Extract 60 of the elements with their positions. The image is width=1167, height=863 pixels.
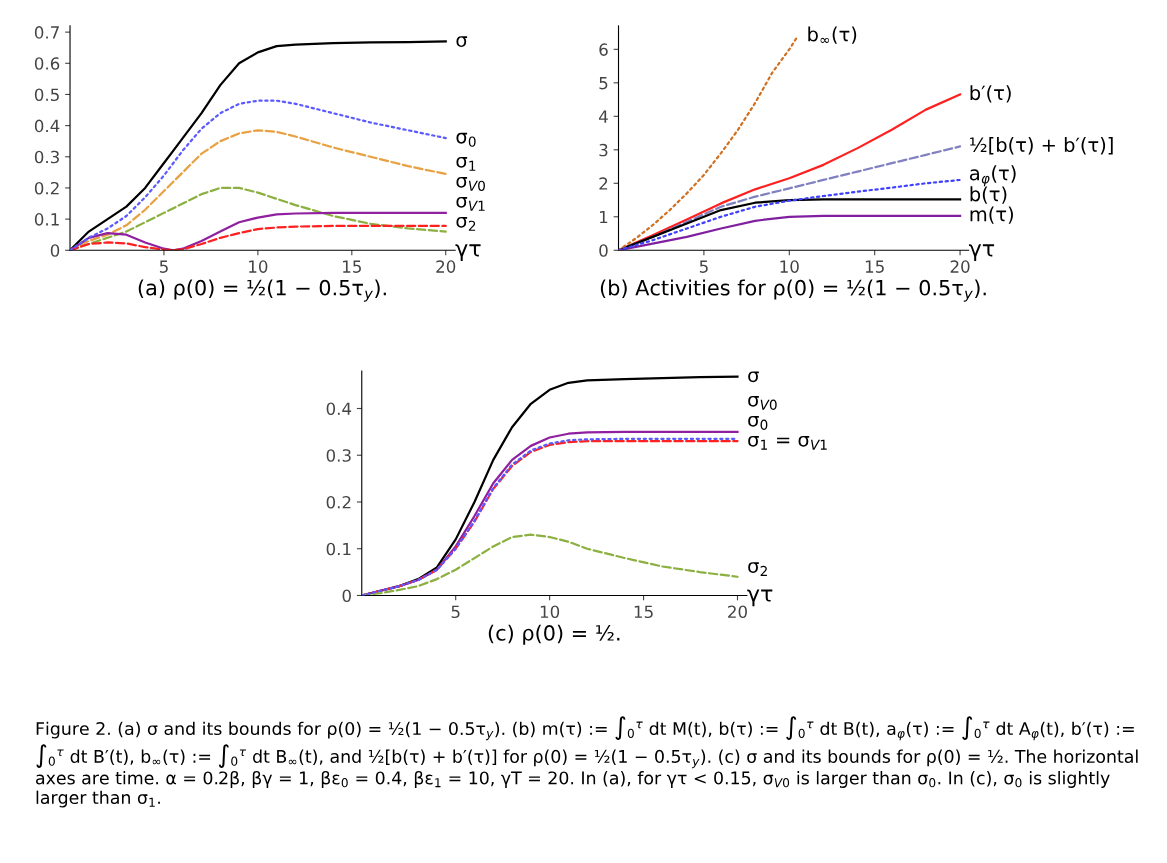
x-tick-label: 5 (159, 260, 168, 273)
y-tick-label: 2 (599, 177, 608, 190)
x-tick-label: 15 (343, 260, 361, 273)
series-label: σ$_{0}$ (456, 132, 476, 147)
series-label: σ$_{V0}$ (748, 395, 777, 410)
y-tick-label: 0 (599, 244, 608, 257)
x-axis-title: γτ (455, 244, 481, 262)
series-label: σ$_{2}$ (456, 216, 476, 231)
y-tick-label: 0.1 (326, 542, 351, 556)
y-tick-label: 0.1 (34, 213, 59, 226)
x-tick-label: 20 (728, 605, 747, 619)
series-label: σ$_{2}$ (748, 562, 767, 576)
y-tick-label: 5 (599, 77, 608, 90)
x-tick-label: 5 (451, 605, 460, 619)
series-label: σ$_{V0}$ (456, 176, 485, 191)
y-tick-label: 1 (600, 210, 608, 224)
line-series (70, 224, 447, 251)
y-tick-label: 0.2 (34, 181, 59, 195)
y-tick-label: 6 (599, 43, 608, 56)
series-label: b(τ) (970, 186, 1007, 204)
y-tick-label: 4 (599, 110, 608, 123)
y-tick-label: 0 (50, 244, 60, 257)
y-tick-label: 0.2 (326, 495, 351, 509)
text: (a) ρ(0) = ½(1 − 0.5τ$_{y}$). (138, 279, 386, 302)
x-tick-label: 10 (540, 605, 560, 619)
line-series (70, 211, 447, 251)
x-axis-title: γτ (968, 244, 995, 262)
y-tick-label: 0.4 (34, 119, 60, 133)
text: Figure 2. (a) σ and its bounds for ρ(0) = ½(1 − 0.5τ$_{y}$). (b) m(τ) := ∫$_{0}$$^{τ}$ dt M(t), b(τ) := ∫$_{0}$$^{τ}$ dt B(t), a$_{φ}$(τ) := ∫$_{0}$$^{τ}$ dt A$_{φ}$(t), b′(τ) := ∫$_{0}$$^{τ}$ dt B′(t), b$_{∞}$(τ) := ∫$_{0}$$^{τ}$ dt B$_{∞}$(t), and ½[b(τ) + b′(τ)] for ρ(0) = ½(1 − 0.5τ$_{y}$). (c) σ and its bounds for ρ(0) = ½. The horizontal axes are time. α = 0.2β, βγ = 1, βε$_{0}$ = 0.4, βε$_{1}$ = 10, γT = 20. In (a), for γτ < 0.15, σ$_{V0}$ is larger than σ$_{0}$. In (c), σ$_{0}$ is slightly larger than σ$_{1}$. (36, 716, 1138, 808)
series-label: a$_{φ}$(τ) (969, 165, 1016, 187)
y-tick-label: 0.7 (34, 26, 59, 39)
series-label: σ$_{1}$ = σ$_{V1}$ (748, 435, 827, 450)
x-tick-label: 5 (699, 260, 708, 273)
series-label: b$_{∞}$(τ) (808, 26, 857, 44)
x-tick-label: 15 (634, 605, 653, 619)
y-tick-label: 0.3 (326, 449, 351, 462)
x-tick-label: 20 (436, 260, 456, 273)
series-label: ½[b(τ) + b′(τ)] (970, 137, 1113, 155)
y-tick-label: 3 (599, 143, 608, 157)
x-axis-title: γτ (747, 589, 773, 607)
text: (b) Activities for ρ(0) = ½(1 − 0.5τ$_{y}$). (600, 279, 986, 302)
y-tick-label: 0.3 (34, 150, 59, 164)
series-label: m(τ) (970, 206, 1013, 224)
line-series (70, 99, 447, 251)
text: (c) ρ(0) = ½. (488, 624, 620, 645)
x-tick-label: 10 (249, 260, 268, 273)
y-tick-label: 0.4 (326, 402, 352, 416)
y-tick-label: 0.6 (34, 57, 60, 70)
x-tick-label: 15 (865, 260, 884, 273)
series-label: σ$_{1}$ (456, 156, 476, 171)
series-label: σ (748, 371, 759, 383)
series-label: σ$_{V1}$ (456, 196, 485, 211)
line-series (618, 178, 962, 251)
series-label: σ$_{0}$ (748, 415, 768, 430)
x-tick-label: 10 (780, 260, 799, 273)
series-label: σ (456, 36, 468, 48)
y-tick-label: 0.5 (34, 88, 59, 102)
y-tick-label: 0 (342, 589, 351, 603)
x-tick-label: 20 (950, 260, 970, 273)
series-label: b′(τ) (970, 85, 1011, 103)
